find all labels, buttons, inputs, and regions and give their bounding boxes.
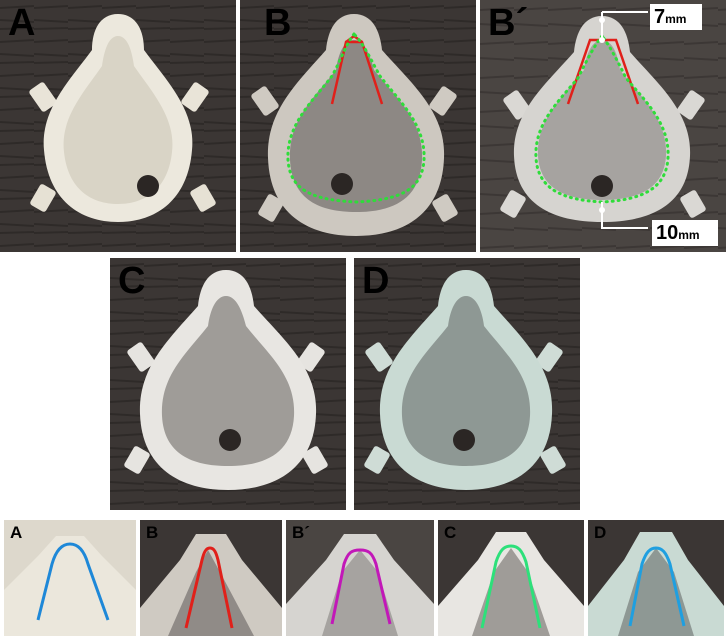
- detail-photo-b-prime: [286, 520, 434, 636]
- outline-dotted-b: [286, 31, 426, 204]
- detail-photo-c: [438, 520, 584, 636]
- outline-green-c: [480, 544, 542, 629]
- detail-label-d: D: [594, 523, 607, 542]
- panel-label-c: C: [118, 260, 146, 302]
- detail-label-b: B: [146, 523, 159, 542]
- photo-panel-b: B: [240, 0, 476, 252]
- detail-photo-d: [588, 520, 724, 636]
- outline-magenta-b-prime: [330, 548, 392, 625]
- measurement-top-value: 7: [654, 6, 666, 28]
- detail-panel-b-prime: B´: [286, 520, 434, 636]
- photo-panel-b-prime: B´ 7mm 10mm: [480, 0, 726, 252]
- photo-panel-d: D: [354, 258, 580, 510]
- detail-label-a: A: [10, 523, 23, 542]
- panel-label-d: D: [362, 260, 390, 302]
- panel-label-a: A: [8, 2, 36, 44]
- mask-photo-d: [354, 258, 580, 510]
- mask-photo-b-prime: [480, 0, 726, 252]
- detail-panel-c: C: [438, 520, 584, 636]
- detail-label-c: C: [444, 523, 457, 542]
- mask-photo-c: [110, 258, 346, 510]
- detail-photo-a: [4, 520, 136, 636]
- detail-photo-b: [140, 520, 282, 636]
- photo-panel-c: C: [110, 258, 346, 510]
- panel-label-b: B: [264, 2, 292, 44]
- measurement-bottom-value: 10: [656, 222, 679, 244]
- measurement-bottom-unit: mm: [678, 228, 700, 242]
- photo-panel-a: A: [0, 0, 236, 252]
- mask-photo-b: [240, 0, 476, 252]
- measurement-bottom: 10mm: [652, 220, 718, 246]
- outline-red-b-detail: [184, 546, 234, 629]
- detail-panel-d: D: [588, 520, 724, 636]
- measurement-top-unit: mm: [665, 12, 687, 26]
- outline-blue-a: [36, 542, 110, 621]
- dimension-line-top: [601, 11, 648, 40]
- outline-cyan-d: [628, 546, 686, 627]
- measurement-top: 7mm: [650, 4, 702, 30]
- panel-label-b-prime: B´: [488, 2, 529, 44]
- detail-label-b-prime: B´: [292, 523, 310, 542]
- mask-photo-a: [0, 0, 236, 252]
- detail-panel-b: B: [140, 520, 282, 636]
- detail-panel-a: A: [4, 520, 136, 636]
